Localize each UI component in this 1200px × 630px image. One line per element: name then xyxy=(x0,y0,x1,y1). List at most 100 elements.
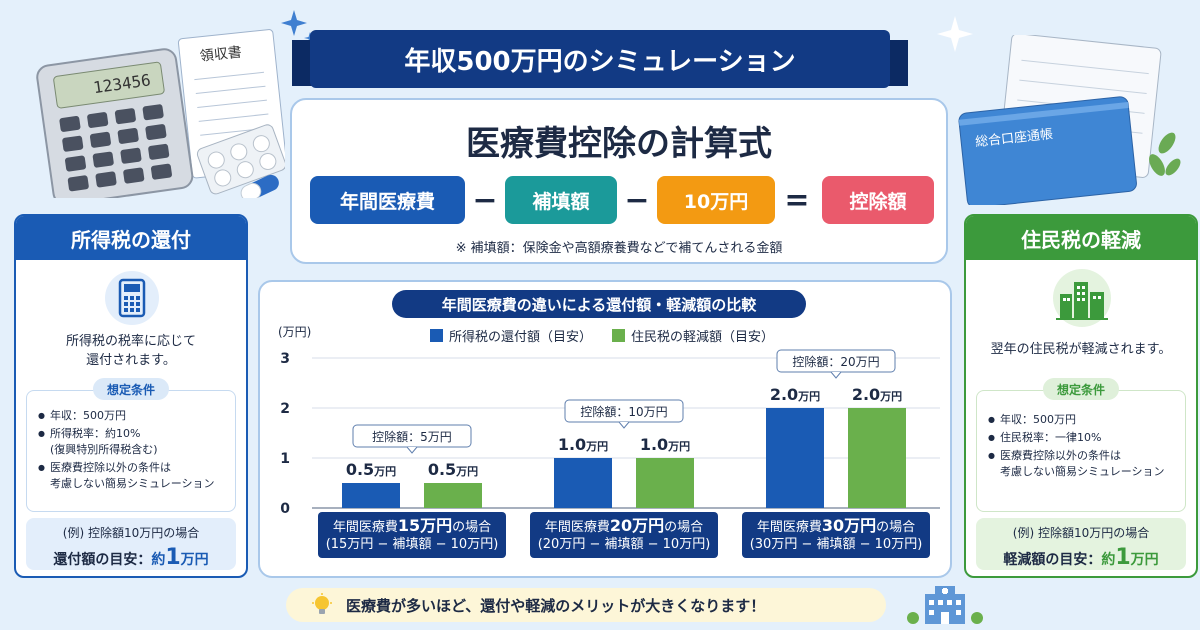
y-tick-label: 2 xyxy=(280,401,290,417)
example-line1: (例) 控除額10万円の場合 xyxy=(62,526,200,540)
example-value: 1 xyxy=(165,545,181,570)
category-text: 年間医療費 xyxy=(756,520,822,535)
banner-title: 年収500万円のシミュレーション xyxy=(310,30,890,88)
bar xyxy=(636,458,694,508)
conditions-list: 年収：500万円 所得税率：約10% (復興特別所得税含む) 医療費控除以外の条件… xyxy=(38,408,238,494)
bar xyxy=(342,483,400,508)
bar xyxy=(424,483,482,508)
desc-line: 還付されます。 xyxy=(86,353,176,368)
category-text: の場合 xyxy=(876,520,916,535)
category-amount: 20万円 xyxy=(609,516,665,535)
annotation-pointer xyxy=(830,371,842,379)
example-box: (例) 控除額10万円の場合 還付額の目安：約1万円 xyxy=(26,518,236,570)
y-tick-label: 3 xyxy=(280,351,290,367)
condition-text: (復興特別所得税含む) xyxy=(50,443,158,456)
calculator-icon xyxy=(105,271,159,325)
category-label: 年間医療費15万円の場合 (15万円 − 補填額 − 10万円) xyxy=(318,512,506,558)
bar-value-label: 2.0万円 xyxy=(770,385,820,404)
bar xyxy=(766,408,824,508)
formula-op-equals: = xyxy=(784,182,810,218)
condition-text: 所得税率：約10% xyxy=(50,427,141,440)
formula-op-minus: − xyxy=(624,182,650,218)
condition-item: 住民税率：一律10% xyxy=(988,430,1188,446)
annotation-text: 控除額：10万円 xyxy=(580,404,667,419)
category-text: の場合 xyxy=(664,520,704,535)
bar xyxy=(848,408,906,508)
income-tax-title: 所得税の還付 xyxy=(16,216,246,260)
category-text: 年間医療費 xyxy=(544,520,610,535)
legend-swatch xyxy=(612,329,626,342)
condition-text: 医療費控除以外の条件は xyxy=(50,461,171,474)
legend-swatch xyxy=(430,329,443,342)
calculator-receipt-illustration: 領収書 123456 xyxy=(36,29,285,198)
category-text: 年間医療費 xyxy=(332,520,398,535)
category-formula: (20万円 − 補填額 − 10万円) xyxy=(537,537,711,552)
legend-item: 所得税の還付額（目安） xyxy=(430,326,592,345)
annotation-text: 控除額：5万円 xyxy=(372,429,452,444)
desc-line: 翌年の住民税が軽減されます。 xyxy=(990,342,1172,357)
example-unit: 万円 xyxy=(1130,552,1159,568)
annotation-text: 控除額：20万円 xyxy=(792,354,879,369)
category-amount: 15万円 xyxy=(397,516,453,535)
income-tax-desc: 所得税の税率に応じて 還付されます。 xyxy=(16,332,246,370)
receipt-label: 領収書 xyxy=(199,44,243,65)
legend-item: 住民税の軽減額（目安） xyxy=(612,326,774,345)
formula-note: ※ 補填額：保険金や高額療養費などで補てんされる金額 xyxy=(455,241,783,256)
condition-item: 所得税率：約10% (復興特別所得税含む) xyxy=(38,426,238,458)
example-value-pre: 約 xyxy=(151,552,166,568)
formula-term-100k: 10万円 xyxy=(657,176,775,224)
resident-tax-desc: 翌年の住民税が軽減されます。 xyxy=(966,340,1196,359)
y-tick-label: 0 xyxy=(280,501,290,517)
passbook-illustration: 総合口座通帳 xyxy=(958,35,1181,205)
example-unit: 万円 xyxy=(180,552,209,568)
category-label: 年間医療費20万円の場合 (20万円 − 補填額 − 10万円) xyxy=(530,512,718,558)
annotation-pointer xyxy=(406,446,418,454)
condition-text: 住民税率：一律10% xyxy=(1000,431,1102,444)
example-prefix: 還付額の目安： xyxy=(53,552,152,568)
bottom-message: 医療費が多いほど、還付や軽減のメリットが大きくなります！ xyxy=(286,588,886,622)
legend-label: 所得税の還付額（目安） xyxy=(449,330,593,345)
condition-text: 医療費控除以外の条件は xyxy=(1000,449,1121,462)
conditions-label: 想定条件 xyxy=(92,378,170,400)
lightbulb-icon xyxy=(312,593,332,614)
bar-chart: (万円)01230.5万円1.0万円2.0万円0.5万円1.0万円2.0万円控除… xyxy=(278,325,940,517)
bottom-message-text: 医療費が多いほど、還付や軽減のメリットが大きくなります！ xyxy=(346,596,766,615)
formula-title: 医療費控除の計算式 xyxy=(466,124,772,164)
city-buildings-icon xyxy=(1053,269,1111,327)
condition-item: 年収：500万円 xyxy=(38,408,238,424)
bar xyxy=(554,458,612,508)
hospital-icon xyxy=(907,586,983,624)
chart-title: 年間医療費の違いによる還付額・軽減額の比較 xyxy=(392,290,806,318)
desc-line: 所得税の税率に応じて xyxy=(65,334,196,349)
y-axis-label: (万円) xyxy=(278,325,311,339)
income-tax-panel: 所得税の還付 所得税の税率に応じて 還付されます。 想定条件 年収：500万円 … xyxy=(14,214,248,578)
category-amount: 30万円 xyxy=(821,516,877,535)
y-tick-label: 1 xyxy=(280,451,290,467)
example-value-pre: 約 xyxy=(1101,552,1116,568)
condition-item: 年収：500万円 xyxy=(988,412,1188,428)
example-value: 1 xyxy=(1115,545,1131,570)
category-text: の場合 xyxy=(452,520,492,535)
resident-tax-title: 住民税の軽減 xyxy=(966,216,1196,260)
formula-term-deduction: 控除額 xyxy=(822,176,934,224)
resident-tax-panel: 住民税の軽減 翌年の住民税が軽減されます。 想定条件 年収：500万円 住民税率… xyxy=(964,214,1198,578)
example-line2: 軽減額の目安：約1万円 xyxy=(976,545,1186,570)
chart-legend: 所得税の還付額（目安） 住民税の軽減額（目安） xyxy=(430,326,774,345)
annotation-pointer xyxy=(618,421,630,429)
condition-text: 年収：500万円 xyxy=(1000,413,1076,426)
condition-text: 考慮しない簡易シミュレーション xyxy=(1000,465,1165,478)
example-line1: (例) 控除額10万円の場合 xyxy=(1012,526,1150,540)
example-line2: 還付額の目安：約1万円 xyxy=(26,545,236,570)
bar-value-label: 0.5万円 xyxy=(346,460,396,479)
sparkle-icon xyxy=(937,16,973,52)
formula-term-medical: 年間医療費 xyxy=(310,176,465,224)
bar-value-label: 1.0万円 xyxy=(558,435,608,454)
category-label: 年間医療費30万円の場合 (30万円 − 補填額 − 10万円) xyxy=(742,512,930,558)
conditions-label: 想定条件 xyxy=(1042,378,1120,400)
condition-text: 考慮しない簡易シミュレーション xyxy=(50,477,215,490)
category-formula: (30万円 − 補填額 − 10万円) xyxy=(749,537,923,552)
example-box: (例) 控除額10万円の場合 軽減額の目安：約1万円 xyxy=(976,518,1186,570)
bar-value-label: 0.5万円 xyxy=(428,460,478,479)
